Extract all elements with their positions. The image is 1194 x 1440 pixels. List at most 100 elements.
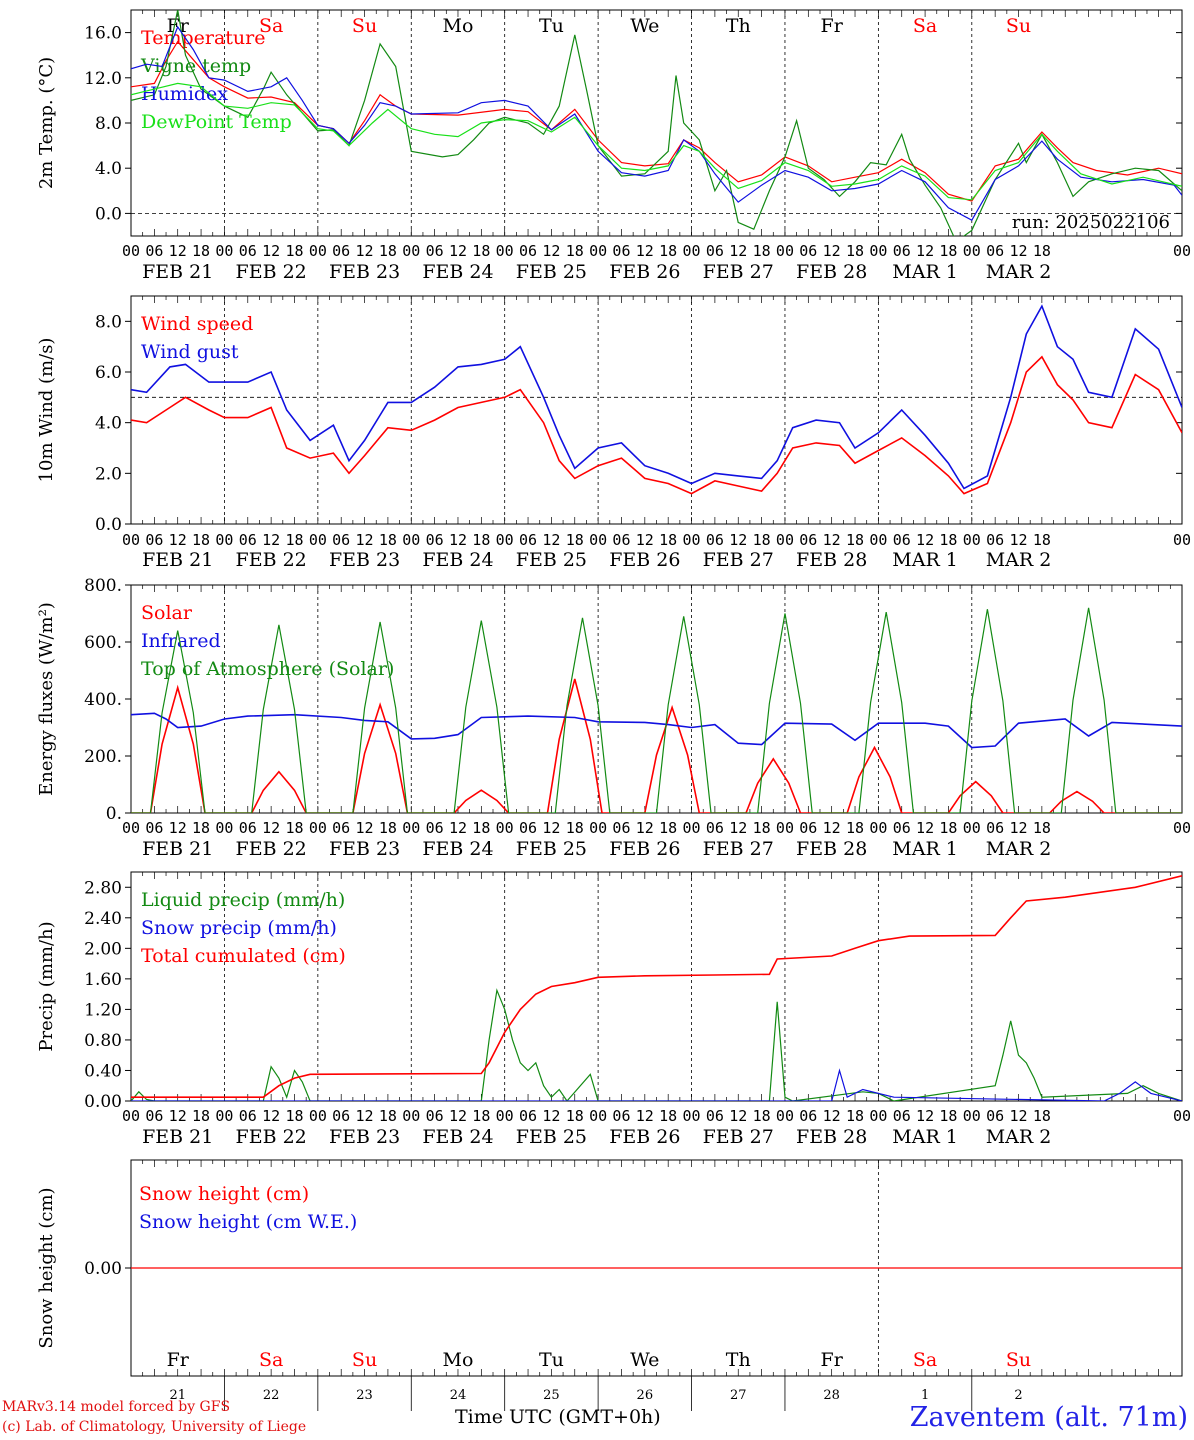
hour-tick-label: 18	[379, 242, 397, 260]
legend-entry: Temperature	[141, 27, 265, 49]
legend-entry: Top of Atmosphere (Solar)	[141, 658, 394, 680]
hour-tick-label: 12	[729, 242, 747, 260]
weekday-label: Fr	[821, 15, 844, 37]
y-tick-label: 2.00	[84, 939, 122, 959]
hour-tick-label: 06	[986, 1107, 1004, 1125]
hour-tick-label: 00	[963, 1107, 981, 1125]
hour-tick-label: 12	[1009, 242, 1027, 260]
y-tick-label: 0.80	[84, 1031, 122, 1051]
hour-tick-label: 06	[239, 531, 257, 549]
hour-tick-label: 00	[496, 242, 514, 260]
weekday-label: Tu	[539, 1349, 564, 1371]
hour-tick-label: 00	[963, 819, 981, 837]
hour-tick-label: 00	[309, 531, 327, 549]
weekday-label: Sa	[913, 1349, 937, 1371]
date-label: FEB 22	[236, 1126, 307, 1148]
y-tick-label: 600.	[84, 633, 122, 653]
hour-tick-label: 00	[309, 819, 327, 837]
plot-frame	[130, 584, 1183, 814]
y-axis-label: Energy fluxes (W/m²)	[36, 602, 57, 796]
hour-tick-label: 18	[659, 819, 677, 837]
date-label: FEB 25	[516, 261, 587, 283]
hour-tick-label: 00	[402, 819, 420, 837]
weekday-label: Su	[352, 15, 377, 37]
hour-tick-label: 06	[893, 531, 911, 549]
hour-tick-label: 18	[192, 531, 210, 549]
legend-entry: Infrared	[141, 630, 221, 652]
hour-tick-label: 00	[869, 242, 887, 260]
hour-tick-label: 12	[169, 242, 187, 260]
hour-tick-label: 06	[706, 531, 724, 549]
hour-tick-label: 00	[215, 1107, 233, 1125]
hour-tick-label: 12	[356, 242, 374, 260]
weekday-label: Mo	[443, 1349, 474, 1371]
date-label: FEB 21	[142, 549, 213, 571]
hour-tick-label: 06	[145, 819, 163, 837]
hour-tick-label: 06	[332, 819, 350, 837]
hour-tick-label: 12	[449, 242, 467, 260]
hour-tick-label: 00	[776, 819, 794, 837]
date-label: FEB 21	[142, 838, 213, 860]
hour-tick-label: 00	[963, 531, 981, 549]
hour-tick-label: 06	[612, 531, 630, 549]
hour-tick-label: 18	[192, 819, 210, 837]
credit-model: MARv3.14 model forced by GFS	[2, 1399, 231, 1415]
hour-tick-label: 18	[939, 819, 957, 837]
y-axis-label: Precip (mm/h)	[36, 921, 57, 1051]
date-label: FEB 25	[516, 549, 587, 571]
date-label: FEB 27	[703, 1126, 774, 1148]
hour-tick-label: 00	[122, 819, 140, 837]
hour-tick-label: 18	[1033, 531, 1051, 549]
xaxis-title: Time UTC (GMT+0h)	[455, 1406, 661, 1428]
legend-entry: DewPoint Temp	[141, 111, 292, 133]
hour-tick-label: 12	[169, 1107, 187, 1125]
panel-5: 0.00 Snow height (cm) Snow height (cm) Snow…	[36, 1159, 1183, 1411]
y-tick-label: 0.0	[95, 515, 122, 535]
hour-tick-label: 00	[402, 531, 420, 549]
hour-tick-label: 00	[215, 819, 233, 837]
date-label: FEB 28	[796, 261, 867, 283]
hour-tick-label: 00	[309, 242, 327, 260]
series-line-wind-speed	[131, 355, 1182, 495]
series-line-humidex	[131, 25, 1182, 222]
hour-tick-label: 06	[893, 819, 911, 837]
series-line-snow-precip-mm-h-	[131, 1068, 1182, 1101]
hour-tick-label: 00	[776, 531, 794, 549]
hour-tick-label: 18	[939, 242, 957, 260]
date-label: FEB 26	[609, 549, 680, 571]
hour-tick-label: 12	[636, 1107, 654, 1125]
hour-tick-label: 18	[285, 1107, 303, 1125]
weekday-label: Sa	[259, 15, 283, 37]
weekday-label: Mo	[443, 15, 474, 37]
hour-tick-label: 18	[472, 531, 490, 549]
date-label: MAR 2	[986, 1126, 1052, 1148]
hour-tick-label: 18	[285, 531, 303, 549]
hour-tick-label: 06	[706, 1107, 724, 1125]
hour-tick-label: 12	[636, 819, 654, 837]
hour-tick-label: 12	[169, 531, 187, 549]
weekday-label: We	[630, 1349, 659, 1371]
hour-tick-label: 00	[496, 531, 514, 549]
hour-tick-label: 06	[519, 242, 537, 260]
hour-tick-label: 06	[612, 1107, 630, 1125]
weekday-label: We	[630, 15, 659, 37]
weekday-label: Su	[1006, 15, 1031, 37]
hour-tick-label: 00	[869, 1107, 887, 1125]
panel-1: 0.04.08.012.016.02m Temp. (°C)00 06 12 18FE…	[36, 9, 1191, 283]
date-label: FEB 23	[329, 1126, 400, 1148]
hour-tick-label: 18	[566, 819, 584, 837]
panel-4: 0.00 0.40 0.80 1.20 1.60 2.00 2.40 2.80 Precip (…	[36, 871, 1191, 1148]
hour-tick-label: 00	[776, 1107, 794, 1125]
hour-tick-label: 12	[916, 819, 934, 837]
hour-tick-label: 12	[169, 819, 187, 837]
hour-tick-label: 00	[496, 819, 514, 837]
hour-tick-label: 18	[1033, 1107, 1051, 1125]
hour-tick-label: 18	[659, 531, 677, 549]
hour-tick-label: 00	[589, 242, 607, 260]
hour-tick-label: 18	[939, 531, 957, 549]
hour-tick-label: 06	[145, 531, 163, 549]
date-label: FEB 27	[703, 549, 774, 571]
y-tick-label: 6.0	[95, 363, 122, 383]
hour-tick-label: 12	[262, 242, 280, 260]
